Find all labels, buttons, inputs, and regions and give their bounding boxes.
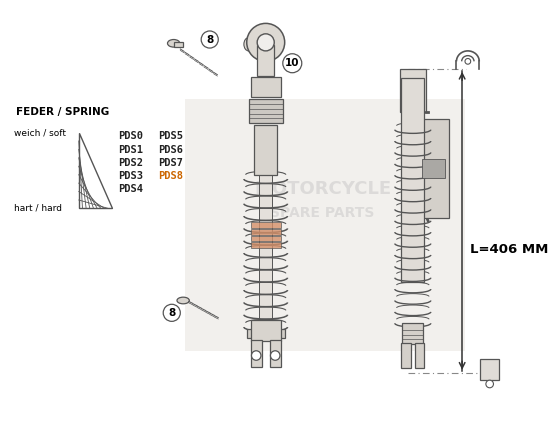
Circle shape (486, 380, 493, 388)
Ellipse shape (244, 38, 253, 51)
Text: 10: 10 (285, 58, 300, 68)
Text: PDS3: PDS3 (119, 171, 143, 181)
Text: FEDER / SPRING: FEDER / SPRING (16, 107, 109, 116)
Text: PDS1: PDS1 (119, 145, 143, 155)
FancyBboxPatch shape (400, 69, 426, 112)
Text: PDS4: PDS4 (119, 184, 143, 194)
FancyBboxPatch shape (422, 159, 445, 178)
Text: PDS7: PDS7 (158, 158, 184, 168)
Circle shape (271, 351, 280, 360)
Text: MOTORCYCLE: MOTORCYCLE (254, 181, 391, 198)
FancyBboxPatch shape (247, 329, 285, 339)
FancyBboxPatch shape (403, 113, 422, 126)
Text: PDS8: PDS8 (158, 171, 184, 181)
Text: PDS6: PDS6 (158, 145, 184, 155)
Circle shape (163, 304, 180, 321)
Text: PDS5: PDS5 (158, 131, 184, 141)
Text: PDS2: PDS2 (119, 158, 143, 168)
FancyBboxPatch shape (480, 359, 499, 380)
FancyBboxPatch shape (251, 229, 281, 235)
FancyBboxPatch shape (401, 343, 411, 368)
Text: 8: 8 (168, 308, 175, 318)
Circle shape (201, 31, 218, 48)
Ellipse shape (167, 39, 180, 47)
FancyBboxPatch shape (251, 320, 281, 341)
FancyBboxPatch shape (251, 236, 281, 242)
FancyBboxPatch shape (249, 99, 283, 123)
FancyBboxPatch shape (259, 175, 272, 336)
Circle shape (252, 351, 261, 360)
FancyBboxPatch shape (415, 343, 424, 368)
FancyBboxPatch shape (418, 119, 449, 218)
FancyBboxPatch shape (251, 340, 262, 367)
Circle shape (283, 54, 302, 73)
FancyBboxPatch shape (185, 99, 465, 351)
FancyBboxPatch shape (270, 340, 281, 367)
FancyBboxPatch shape (402, 323, 424, 344)
Text: weich / soft: weich / soft (15, 128, 66, 137)
FancyBboxPatch shape (401, 78, 424, 282)
Text: PDS0: PDS0 (119, 131, 143, 141)
Circle shape (257, 34, 274, 51)
Text: SPARE PARTS: SPARE PARTS (271, 206, 375, 220)
Circle shape (247, 23, 285, 61)
Text: L=406 MM: L=406 MM (470, 243, 548, 256)
FancyBboxPatch shape (251, 242, 281, 248)
Ellipse shape (177, 297, 189, 304)
FancyBboxPatch shape (174, 42, 183, 47)
FancyBboxPatch shape (257, 45, 274, 76)
Text: hart / hard: hart / hard (15, 204, 62, 213)
Text: 8: 8 (206, 35, 213, 45)
FancyBboxPatch shape (251, 223, 281, 228)
FancyBboxPatch shape (254, 125, 277, 175)
Polygon shape (79, 132, 112, 208)
FancyBboxPatch shape (251, 77, 281, 97)
